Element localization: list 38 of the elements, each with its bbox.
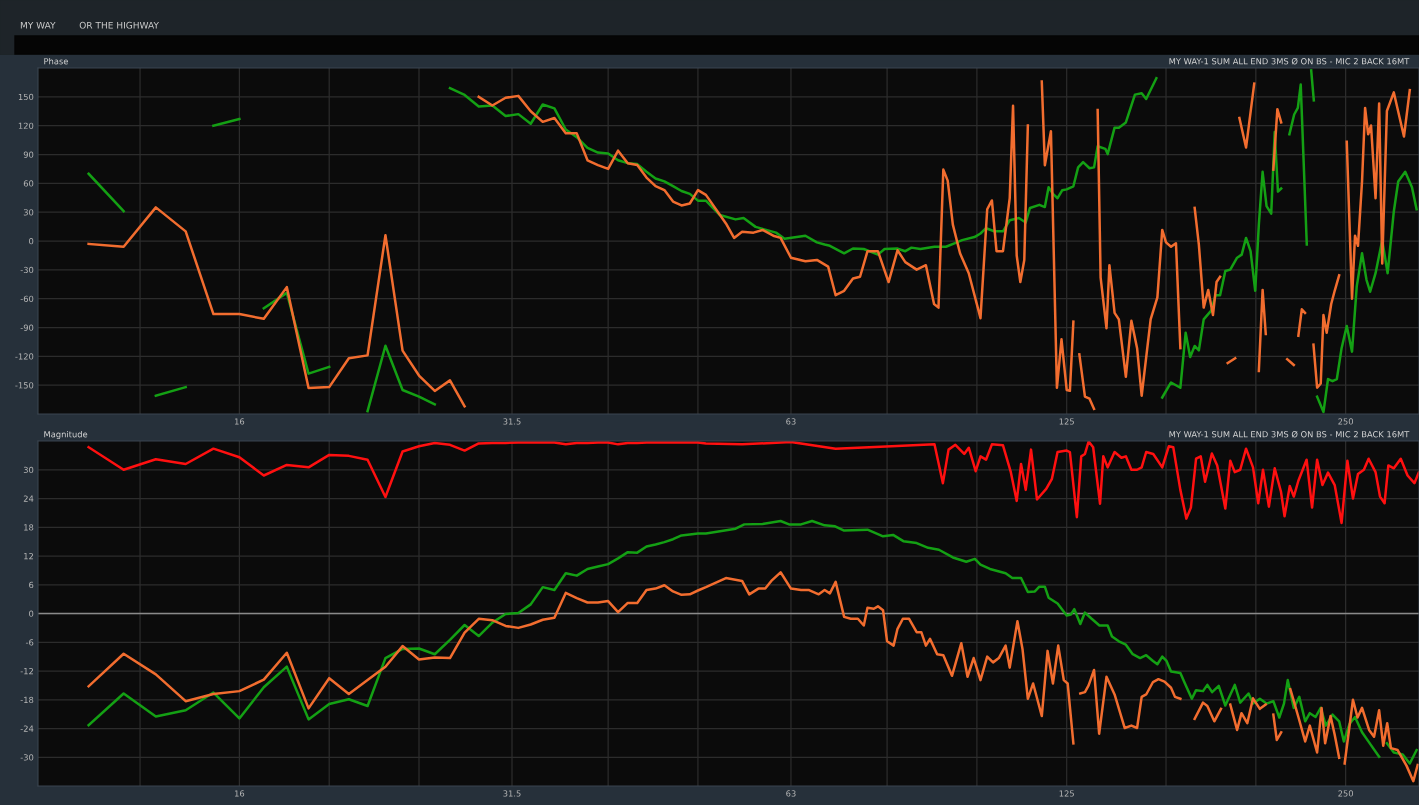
y-tick-label: -120 <box>15 353 34 360</box>
x-tick-label: 125 <box>1059 418 1074 425</box>
y-tick-label: 150 <box>18 93 34 101</box>
y-tick-label: 30 <box>23 466 34 474</box>
y-tick-label: 30 <box>23 209 34 216</box>
y-tick-label: 0 <box>29 237 34 245</box>
chart-title: Phase <box>44 57 68 65</box>
y-tick-label: -24 <box>20 725 34 732</box>
y-tick-label: -30 <box>20 754 34 761</box>
x-tick-label: 125 <box>1059 790 1074 797</box>
x-tick-label: 16 <box>235 790 245 797</box>
x-tick-label: 31.5 <box>503 418 521 425</box>
y-tick-label: 18 <box>24 524 34 531</box>
x-tick-label: 250 <box>1338 418 1354 425</box>
text: MY WAY <box>20 21 56 29</box>
chart-subtitle: MY WAY-1 SUM ALL END 3MS Ø ON BS - MIC 2 BACK 16MT <box>1169 430 1410 438</box>
y-tick-label: -18 <box>20 696 34 704</box>
chart-title: Magnitude <box>44 430 88 439</box>
text: OR THE HIGHWAY <box>79 21 159 29</box>
x-tick-label: 31.5 <box>503 790 521 797</box>
y-tick-label: 12 <box>24 552 33 560</box>
y-tick-label: -12 <box>20 667 33 675</box>
chart-subtitle: MY WAY-1 SUM ALL END 3MS Ø ON BS - MIC 2 BACK 16MT <box>1169 57 1410 65</box>
y-tick-label: 0 <box>29 610 34 617</box>
y-tick-label: -60 <box>20 295 34 302</box>
y-tick-label: 60 <box>23 180 34 187</box>
y-tick-label: 24 <box>23 495 34 502</box>
y-tick-label: -150 <box>15 382 34 389</box>
y-tick-label: 6 <box>29 581 34 589</box>
x-tick-label: 63 <box>786 790 796 797</box>
y-tick-label: 120 <box>18 122 34 129</box>
y-tick-label: -6 <box>25 639 34 646</box>
x-tick-label: 63 <box>786 418 796 425</box>
y-tick-label: 90 <box>23 151 34 158</box>
y-tick-label: -30 <box>20 266 34 274</box>
y-tick-label: -90 <box>20 324 34 331</box>
x-tick-label: 16 <box>235 418 245 425</box>
x-tick-label: 250 <box>1338 790 1354 797</box>
